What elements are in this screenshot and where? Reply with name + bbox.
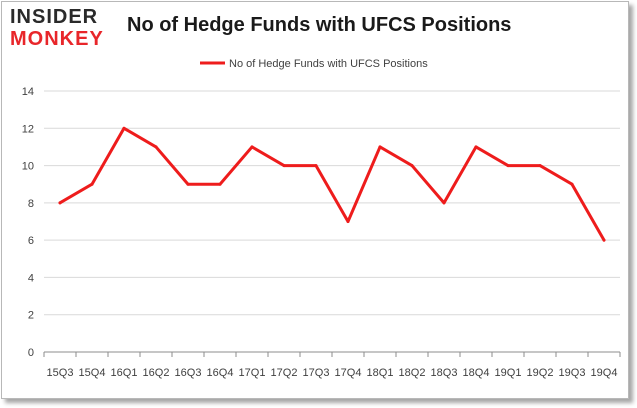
x-tick-label: 15Q4 bbox=[79, 367, 106, 379]
data-point bbox=[602, 238, 606, 242]
data-point bbox=[570, 182, 574, 186]
data-point bbox=[538, 164, 542, 168]
x-tick-label: 18Q3 bbox=[431, 367, 458, 379]
data-point bbox=[282, 164, 286, 168]
x-tick-label: 18Q4 bbox=[463, 367, 490, 379]
x-tick-label: 19Q1 bbox=[495, 367, 522, 379]
x-tick-label: 18Q1 bbox=[367, 367, 394, 379]
y-tick-label: 6 bbox=[28, 235, 34, 247]
x-tick-label: 16Q2 bbox=[143, 367, 170, 379]
x-tick-label: 17Q4 bbox=[335, 367, 362, 379]
data-point bbox=[378, 145, 382, 149]
data-point bbox=[90, 182, 94, 186]
data-point bbox=[314, 164, 318, 168]
data-point bbox=[122, 126, 126, 130]
data-point bbox=[250, 145, 254, 149]
data-point bbox=[410, 164, 414, 168]
x-tick-label: 19Q4 bbox=[591, 367, 618, 379]
y-tick-label: 4 bbox=[28, 272, 34, 284]
x-tick-label: 15Q3 bbox=[47, 367, 74, 379]
logo-text-top: INSIDER bbox=[10, 6, 99, 28]
y-tick-label: 14 bbox=[22, 86, 34, 98]
x-tick-label: 17Q2 bbox=[271, 367, 298, 379]
data-point bbox=[506, 164, 510, 168]
y-tick-label: 2 bbox=[28, 310, 34, 322]
x-tick-label: 17Q3 bbox=[303, 367, 330, 379]
y-tick-label: 10 bbox=[22, 161, 34, 173]
chart-frame bbox=[1, 1, 629, 399]
chart-title: No of Hedge Funds with UFCS Positions bbox=[127, 14, 512, 36]
y-tick-label: 8 bbox=[28, 198, 34, 210]
y-tick-label: 0 bbox=[28, 347, 34, 359]
x-tick-label: 16Q1 bbox=[111, 367, 138, 379]
x-tick-label: 16Q4 bbox=[207, 367, 234, 379]
data-point bbox=[58, 201, 62, 205]
insider-monkey-logo: INSIDER MONKEY bbox=[10, 6, 118, 50]
legend-label: No of Hedge Funds with UFCS Positions bbox=[229, 58, 428, 70]
data-point bbox=[346, 220, 350, 223]
data-point bbox=[442, 201, 446, 205]
x-tick-label: 19Q2 bbox=[527, 367, 554, 379]
data-point bbox=[186, 182, 190, 186]
data-point bbox=[474, 145, 478, 149]
data-point bbox=[218, 182, 222, 186]
x-tick-label: 19Q3 bbox=[559, 367, 586, 379]
x-tick-label: 18Q2 bbox=[399, 367, 426, 379]
series-line bbox=[58, 126, 606, 242]
logo-text-bottom: MONKEY bbox=[10, 28, 104, 50]
data-point bbox=[154, 145, 158, 149]
x-tick-label: 17Q1 bbox=[239, 367, 266, 379]
y-tick-label: 12 bbox=[22, 123, 34, 135]
x-tick-label: 16Q3 bbox=[175, 367, 202, 379]
